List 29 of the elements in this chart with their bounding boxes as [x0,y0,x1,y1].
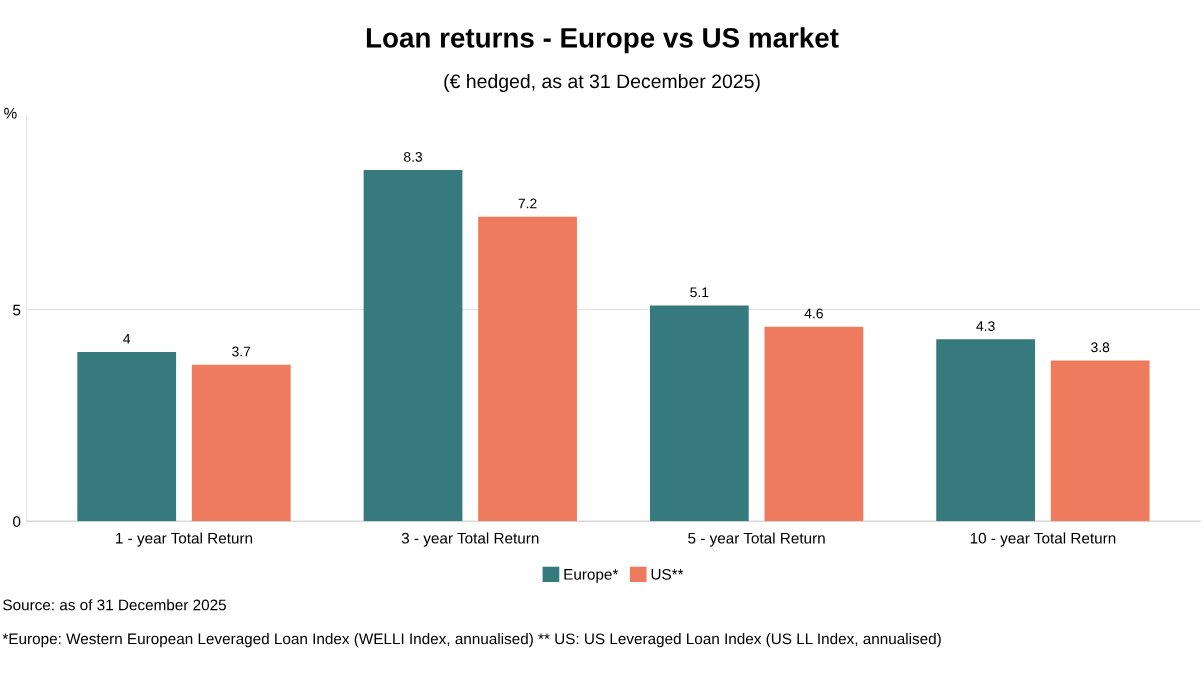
bar [478,216,577,522]
source-note: Source: as of 31 December 2025 [3,599,226,611]
data-label: 4.6 [804,308,823,319]
data-label: 3.8 [1091,342,1110,353]
bar [936,339,1036,522]
bar [649,305,749,522]
y-axis-title: % [4,107,17,119]
bar [1050,360,1150,522]
x-tick-label: 1 - year Total Return [116,532,253,547]
chart-subtitle: (€ hedged, as at 31 December 2025) [444,73,760,93]
x-tick-label: 3 - year Total Return [401,532,539,547]
data-label: 3.7 [232,346,251,357]
x-tick-label: 10 - year Total Return [970,532,1116,547]
y-tick-label: 5 [13,304,21,316]
data-label: 8.3 [403,151,423,162]
bar [77,352,177,522]
data-label: 7.2 [518,198,537,209]
legend-label: US** [651,568,684,580]
data-label: 4.3 [976,321,995,332]
bar [363,170,463,522]
bar [191,364,291,522]
x-tick-label: 5 - year Total Return [688,532,825,547]
data-label: 4 [123,334,131,344]
bar [764,326,864,522]
data-label: 5.1 [690,287,709,298]
y-tick-label: 0 [13,516,21,527]
text: *Europe: Western European Leveraged Loan Index (WELLI Index, annualised) ** US: US Leveraged Loan Index (US LL Index, annualised) [2,632,941,648]
chart-title: Loan returns - Europe vs US market [366,27,839,54]
legend-label: Europe* [564,569,619,583]
